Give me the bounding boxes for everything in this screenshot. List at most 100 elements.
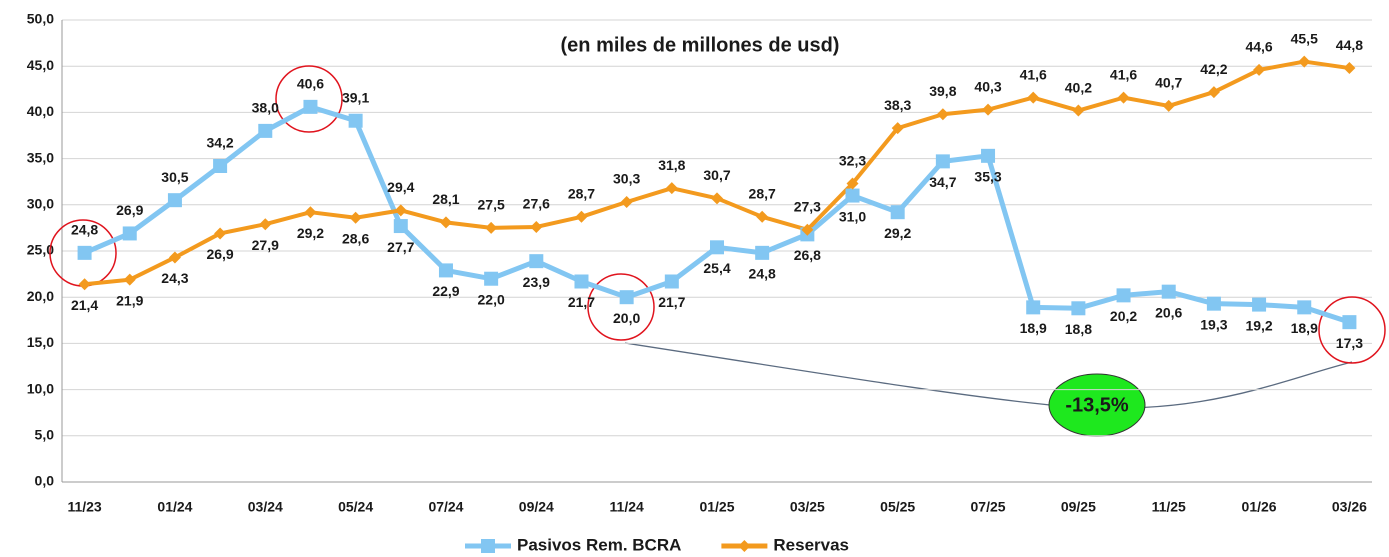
marker — [711, 192, 723, 205]
y-tick-label: 25,0 — [27, 242, 54, 258]
data-label: 44,6 — [1245, 39, 1272, 55]
y-tick-label: 30,0 — [27, 196, 54, 212]
marker — [304, 206, 317, 219]
data-label: 39,1 — [342, 89, 369, 105]
x-tick-label: 01/26 — [1242, 499, 1277, 515]
annotation-text: -13,5% — [1065, 394, 1129, 416]
marker — [213, 158, 228, 173]
y-tick-label: 5,0 — [35, 427, 55, 443]
data-label: 21,4 — [71, 297, 98, 313]
marker — [1027, 91, 1040, 104]
marker — [78, 278, 91, 291]
marker — [439, 216, 452, 229]
data-label: 30,5 — [161, 169, 188, 185]
marker — [935, 154, 950, 169]
data-label: 28,7 — [749, 186, 776, 202]
x-tick-label: 11/25 — [1152, 499, 1186, 515]
data-label: 40,7 — [1155, 75, 1182, 91]
marker — [1342, 315, 1357, 330]
marker — [575, 210, 588, 223]
highlight-circle — [1318, 296, 1386, 364]
y-tick-label: 10,0 — [27, 380, 54, 396]
data-label: 24,3 — [161, 270, 188, 286]
data-label: 30,3 — [613, 171, 640, 187]
data-label: 18,9 — [1291, 320, 1318, 336]
marker — [77, 245, 92, 260]
data-label: 29,2 — [884, 225, 911, 241]
marker — [1071, 301, 1086, 316]
x-tick-label: 01/24 — [157, 499, 192, 515]
marker — [1117, 91, 1130, 104]
data-label: 27,9 — [252, 237, 279, 253]
marker — [485, 221, 498, 234]
marker — [348, 113, 363, 128]
data-label: 34,7 — [929, 174, 956, 190]
marker — [620, 196, 633, 209]
marker — [1116, 288, 1131, 303]
marker — [1162, 99, 1175, 112]
x-tick-label: 07/24 — [428, 499, 463, 515]
data-label: 21,7 — [658, 294, 685, 310]
marker — [1343, 62, 1356, 75]
x-tick-label: 03/26 — [1332, 499, 1367, 515]
x-tick-label: 03/24 — [248, 499, 283, 515]
legend-label: Reservas — [773, 535, 849, 554]
y-tick-label: 45,0 — [27, 57, 54, 73]
data-label: 42,2 — [1200, 61, 1227, 77]
data-label: 31,8 — [658, 157, 685, 173]
x-tick-label: 03/25 — [790, 499, 825, 515]
legend-marker — [738, 540, 751, 552]
data-label: 22,9 — [432, 283, 459, 299]
data-label: 40,6 — [297, 76, 324, 92]
marker — [755, 245, 770, 260]
data-label: 38,0 — [252, 100, 279, 116]
x-tick-label: 05/24 — [338, 499, 373, 515]
marker — [1026, 300, 1041, 315]
marker — [982, 103, 995, 116]
y-tick-label: 15,0 — [27, 334, 54, 350]
marker — [1206, 296, 1221, 311]
marker — [1297, 300, 1312, 315]
marker — [349, 211, 362, 224]
marker — [664, 274, 679, 289]
highlight-circle — [275, 65, 343, 133]
data-label: 29,2 — [297, 225, 324, 241]
data-label: 18,8 — [1065, 321, 1092, 337]
marker — [122, 226, 137, 241]
marker — [756, 210, 769, 223]
marker — [574, 274, 589, 289]
data-label: 28,6 — [342, 230, 369, 246]
data-label: 30,7 — [703, 167, 730, 183]
marker — [845, 188, 860, 203]
data-label: 26,8 — [794, 247, 821, 263]
x-tick-label: 05/25 — [880, 499, 915, 515]
data-label: 34,2 — [206, 135, 233, 151]
data-label: 21,9 — [116, 292, 143, 308]
highlight-circle — [587, 273, 655, 341]
data-label: 22,0 — [478, 291, 505, 307]
x-tick-label: 09/24 — [519, 499, 554, 515]
marker — [936, 108, 949, 121]
data-label: 20,2 — [1110, 308, 1137, 324]
data-label: 21,7 — [568, 294, 595, 310]
marker — [530, 220, 543, 233]
marker — [1161, 284, 1176, 299]
data-label: 39,8 — [929, 83, 956, 99]
data-label: 28,7 — [568, 186, 595, 202]
data-label: 23,9 — [523, 274, 550, 290]
marker — [1252, 297, 1267, 312]
marker — [1207, 86, 1220, 99]
y-tick-label: 40,0 — [27, 103, 54, 119]
x-tick-label: 11/23 — [67, 499, 101, 515]
data-label: 26,9 — [206, 246, 233, 262]
marker — [393, 219, 408, 234]
marker — [214, 227, 227, 240]
marker — [258, 123, 273, 138]
y-tick-label: 0,0 — [35, 473, 55, 489]
data-label: 17,3 — [1336, 335, 1363, 351]
data-label: 31,0 — [839, 208, 866, 224]
legend-label: Pasivos Rem. BCRA — [517, 535, 681, 554]
x-tick-label: 01/25 — [699, 499, 734, 515]
data-label: 44,8 — [1336, 37, 1363, 53]
